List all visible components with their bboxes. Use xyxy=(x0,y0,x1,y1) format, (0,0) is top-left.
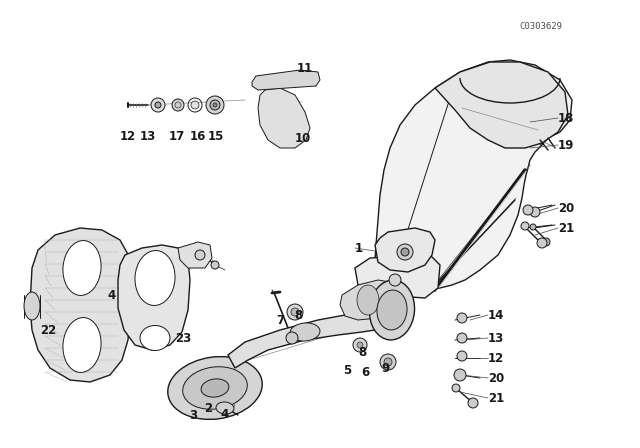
Circle shape xyxy=(206,96,224,114)
Text: 9: 9 xyxy=(382,362,390,375)
Circle shape xyxy=(195,250,205,260)
Circle shape xyxy=(457,333,467,343)
Circle shape xyxy=(353,338,367,352)
Ellipse shape xyxy=(24,292,40,320)
Circle shape xyxy=(213,103,217,107)
Circle shape xyxy=(542,238,550,246)
Text: 2: 2 xyxy=(204,401,212,414)
Ellipse shape xyxy=(290,323,320,341)
Circle shape xyxy=(151,98,165,112)
Ellipse shape xyxy=(201,379,229,397)
Text: 17: 17 xyxy=(169,129,185,142)
Circle shape xyxy=(530,224,536,230)
Text: 21: 21 xyxy=(488,392,504,405)
Text: 6: 6 xyxy=(361,366,369,379)
Ellipse shape xyxy=(140,326,170,350)
Text: 4: 4 xyxy=(221,408,229,421)
Text: 12: 12 xyxy=(120,129,136,142)
Ellipse shape xyxy=(182,367,247,409)
Text: 15: 15 xyxy=(208,129,224,142)
Circle shape xyxy=(357,342,363,348)
Text: 8: 8 xyxy=(358,345,366,358)
Text: 19: 19 xyxy=(558,138,574,151)
Ellipse shape xyxy=(216,402,234,414)
Text: C0303629: C0303629 xyxy=(519,22,563,31)
Ellipse shape xyxy=(357,285,379,315)
Polygon shape xyxy=(435,62,568,148)
Polygon shape xyxy=(252,70,320,90)
Circle shape xyxy=(468,398,478,408)
Ellipse shape xyxy=(168,357,262,419)
Text: 13: 13 xyxy=(140,129,156,142)
Text: 12: 12 xyxy=(488,352,504,365)
Text: 8: 8 xyxy=(294,309,302,322)
Text: 16: 16 xyxy=(190,129,206,142)
Polygon shape xyxy=(118,245,190,350)
Circle shape xyxy=(380,354,396,370)
Circle shape xyxy=(389,274,401,286)
Circle shape xyxy=(211,261,219,269)
Text: 20: 20 xyxy=(488,371,504,384)
Text: 3: 3 xyxy=(189,409,197,422)
Polygon shape xyxy=(355,255,440,298)
Circle shape xyxy=(537,238,547,248)
Polygon shape xyxy=(258,88,310,148)
Circle shape xyxy=(457,313,467,323)
Polygon shape xyxy=(375,60,572,290)
Circle shape xyxy=(191,101,199,109)
Text: 21: 21 xyxy=(558,221,574,234)
Circle shape xyxy=(172,99,184,111)
Text: 13: 13 xyxy=(488,332,504,345)
Circle shape xyxy=(287,304,303,320)
Text: 1: 1 xyxy=(355,241,363,254)
Polygon shape xyxy=(375,228,435,272)
Circle shape xyxy=(384,358,392,366)
Circle shape xyxy=(530,207,540,217)
Text: 22: 22 xyxy=(40,323,56,336)
Polygon shape xyxy=(228,310,375,368)
Text: 5: 5 xyxy=(343,363,351,376)
Polygon shape xyxy=(30,228,132,382)
Ellipse shape xyxy=(369,280,415,340)
Circle shape xyxy=(291,308,299,316)
Ellipse shape xyxy=(63,241,101,295)
Ellipse shape xyxy=(63,318,101,372)
Circle shape xyxy=(454,369,466,381)
Text: 7: 7 xyxy=(276,314,284,327)
Text: 18: 18 xyxy=(558,112,574,125)
Text: 10: 10 xyxy=(295,132,311,145)
Ellipse shape xyxy=(377,290,407,330)
Circle shape xyxy=(155,102,161,108)
Circle shape xyxy=(452,384,460,392)
Text: 20: 20 xyxy=(558,202,574,215)
Text: 14: 14 xyxy=(488,309,504,322)
Circle shape xyxy=(457,351,467,361)
Polygon shape xyxy=(178,242,212,268)
Ellipse shape xyxy=(135,250,175,306)
Polygon shape xyxy=(340,280,392,320)
Circle shape xyxy=(523,205,533,215)
Text: 4: 4 xyxy=(107,289,115,302)
Circle shape xyxy=(401,248,409,256)
Text: 11: 11 xyxy=(297,61,313,74)
Circle shape xyxy=(210,100,220,110)
Circle shape xyxy=(521,222,529,230)
Circle shape xyxy=(397,244,413,260)
Circle shape xyxy=(286,332,298,344)
Text: 23: 23 xyxy=(175,332,191,345)
